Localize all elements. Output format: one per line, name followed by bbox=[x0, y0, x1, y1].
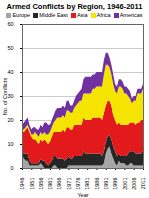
svg-text:2006: 2006 bbox=[131, 178, 137, 190]
svg-text:1976: 1976 bbox=[75, 178, 81, 190]
svg-text:50: 50 bbox=[7, 45, 13, 51]
svg-text:Year: Year bbox=[77, 192, 88, 198]
svg-text:1991: 1991 bbox=[103, 178, 109, 190]
svg-text:1951: 1951 bbox=[29, 178, 35, 190]
svg-text:2001: 2001 bbox=[122, 178, 128, 190]
html-text:Armed Conflicts by Region, 194: Armed Conflicts by Region, 1946-2011 bbox=[6, 2, 143, 11]
svg-text:1946: 1946 bbox=[19, 178, 25, 190]
html-text:Africa: Africa bbox=[96, 12, 111, 18]
svg-text:1961: 1961 bbox=[47, 178, 53, 190]
svg-text:1981: 1981 bbox=[84, 178, 90, 190]
svg-text:1971: 1971 bbox=[66, 178, 72, 190]
html-text:Americas: Americas bbox=[119, 12, 143, 18]
svg-text:2011: 2011 bbox=[140, 178, 146, 190]
svg-text:1966: 1966 bbox=[56, 178, 62, 190]
svg-text:1956: 1956 bbox=[38, 178, 44, 190]
html-text:Asia: Asia bbox=[76, 12, 88, 18]
svg-text:10: 10 bbox=[7, 141, 13, 147]
svg-text:1986: 1986 bbox=[94, 178, 100, 190]
svg-text:1996: 1996 bbox=[112, 178, 118, 190]
svg-text:No. of Conflicts: No. of Conflicts bbox=[2, 78, 8, 116]
svg-text:60: 60 bbox=[7, 21, 13, 27]
svg-text:30: 30 bbox=[7, 93, 14, 100]
html-text:Middle East: Middle East bbox=[39, 12, 68, 18]
svg-text:20: 20 bbox=[7, 117, 13, 123]
svg-text:40: 40 bbox=[7, 69, 13, 75]
svg-text:0: 0 bbox=[10, 165, 13, 171]
html-text:Europe: Europe bbox=[12, 12, 31, 18]
